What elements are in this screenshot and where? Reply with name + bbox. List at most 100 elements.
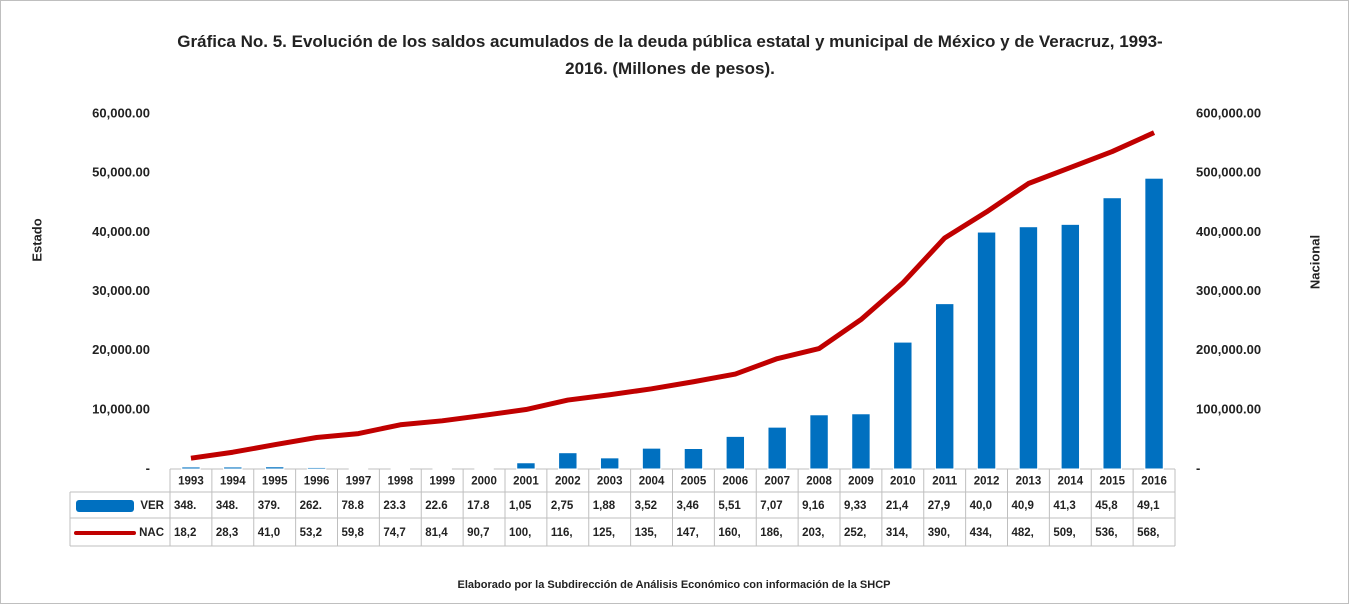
table-value: 23.3 [383,500,405,512]
table-value: 28,3 [216,527,238,539]
x-tick-label: 1993 [178,476,204,488]
table-value: 100, [509,527,531,539]
table-value: 3,52 [635,500,657,512]
table-value: 536, [1095,527,1117,539]
table-value: 252, [844,527,866,539]
x-tick-label: 2011 [932,476,958,488]
table-value: 147, [677,527,699,539]
chart-title: Gráfica No. 5. Evolución de los saldos a… [177,32,1163,78]
table-value: 390, [928,527,950,539]
bar [1018,226,1039,470]
table-value: 21,4 [886,500,909,512]
bar [934,303,955,470]
bar [599,457,620,470]
x-tick-label: 2014 [1058,476,1084,488]
bar [683,447,704,470]
y-tick-label: 40,000.00 [92,224,150,239]
table-value: 568, [1137,527,1159,539]
bar [223,466,243,470]
bar [976,231,997,470]
x-tick-label: 2007 [764,476,790,488]
x-tick-label: 2000 [471,476,497,488]
table-value: 379. [258,500,280,512]
x-tick-label: 2004 [639,476,665,488]
x-tick-label: 2001 [513,476,539,488]
table-value: 434, [970,527,992,539]
y2-tick-label: 500,000.00 [1196,165,1261,180]
y2-tick-label: - [1196,460,1200,475]
table-value: 41,3 [1053,500,1075,512]
table-value: 45,8 [1095,500,1118,512]
table-value: 40,9 [1012,500,1034,512]
table-value: 160, [718,527,740,539]
table-value: 17.8 [467,500,490,512]
table-value: 1,05 [509,500,532,512]
x-tick-label: 2010 [890,476,916,488]
y2-tick-label: 200,000.00 [1196,342,1261,357]
table-value: 482, [1012,527,1034,539]
bar [181,466,201,470]
bar [516,462,536,470]
table-value: 81,4 [425,527,448,539]
table-value: 9,16 [802,500,824,512]
bar [1102,197,1122,470]
table-value: 18,2 [174,527,196,539]
table-value: 59,8 [342,527,365,539]
x-tick-label: 2003 [597,476,623,488]
y-tick-label: 20,000.00 [92,342,150,357]
x-tick-label: 2015 [1099,476,1125,488]
bar [809,414,829,470]
table-value: 90,7 [467,527,489,539]
y2-axis-title: Nacional [1307,235,1322,289]
table-value: 7,07 [760,500,782,512]
y2-tick-label: 400,000.00 [1196,224,1261,239]
table-value: 2,75 [551,500,574,512]
table-value: 314, [886,527,908,539]
table-value: 262. [300,500,322,512]
table-value: 27,9 [928,500,950,512]
table-value: 5,51 [718,500,741,512]
y-tick-label: 50,000.00 [92,165,150,180]
x-tick-label: 2016 [1141,476,1167,488]
legend-key [76,500,134,512]
x-tick-label: 2012 [974,476,1000,488]
bar [264,466,285,470]
x-tick-label: 1998 [388,476,414,488]
table-value: 53,2 [300,527,322,539]
bar [558,452,578,470]
x-tick-label: 2002 [555,476,581,488]
bar [893,341,913,470]
table-value: 40,0 [970,500,992,512]
table-value: 348. [216,500,238,512]
x-tick-label: 2006 [723,476,749,488]
bar [1060,223,1081,470]
table-value: 203, [802,527,824,539]
table-value: 22.6 [425,500,447,512]
table-value: 509, [1053,527,1075,539]
bar [641,447,662,470]
legend-label: VER [140,500,164,512]
line [190,130,1156,461]
x-tick-label: 1995 [262,476,288,488]
table-value: 49,1 [1137,500,1160,512]
y2-tick-label: 100,000.00 [1196,401,1261,416]
y-tick-label: 60,000.00 [92,105,150,120]
table-value: 186, [760,527,782,539]
table-value: 78.8 [342,500,365,512]
table-value: 1,88 [593,500,616,512]
y-tick-label: 30,000.00 [92,283,150,298]
table-value: 9,33 [844,500,866,512]
bar [767,426,787,470]
x-tick-label: 2013 [1016,476,1042,488]
bar [306,466,327,470]
table-value: 41,0 [258,527,280,539]
table-value: 125, [593,527,615,539]
x-tick-label: 2005 [681,476,707,488]
footnote: Elaborado por la Subdirección de Análisi… [458,579,891,591]
bar [725,435,746,470]
bar [851,413,871,470]
x-tick-label: 1996 [304,476,330,488]
y-axis-title: Estado [29,218,44,261]
